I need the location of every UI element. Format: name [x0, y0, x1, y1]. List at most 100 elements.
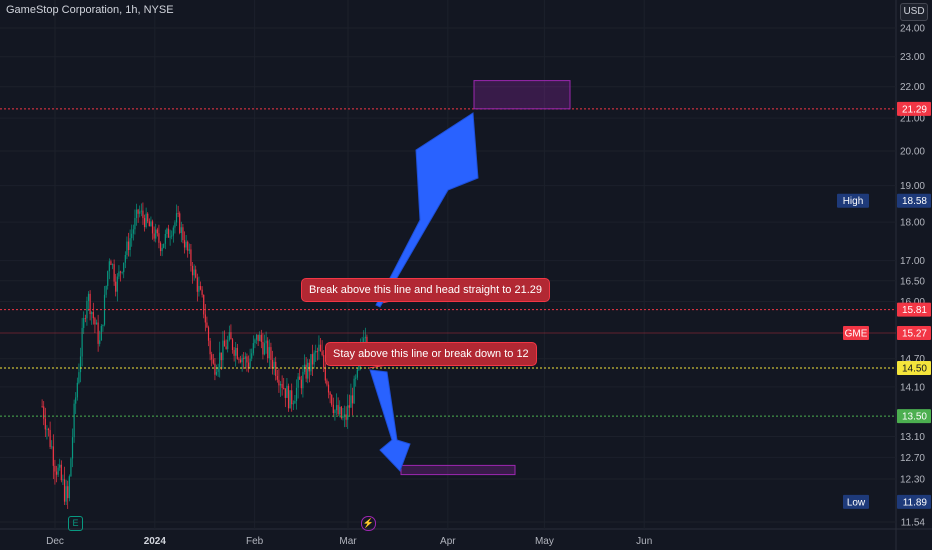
price-label-support-line[interactable]: 14.50: [897, 360, 931, 375]
time-tick-label: Apr: [440, 536, 456, 547]
price-tick-label: 12.70: [900, 453, 925, 464]
price-label-current[interactable]: GME 15.27: [843, 326, 931, 341]
candle-body: [286, 385, 288, 398]
currency-button[interactable]: USD: [900, 3, 928, 21]
candle-body: [139, 211, 141, 214]
candle-body: [289, 390, 291, 409]
price-tick-label: 12.30: [900, 474, 925, 485]
candle-body: [68, 476, 70, 499]
candle-body: [239, 359, 242, 363]
split-icon[interactable]: ⚡: [361, 516, 376, 531]
candle-body: [158, 233, 160, 243]
candle-body: [91, 312, 93, 315]
candle-body: [268, 347, 270, 359]
down-arrow[interactable]: [369, 369, 411, 472]
candle-body: [59, 464, 61, 468]
price-label-low[interactable]: Low 11.89: [843, 494, 931, 509]
candle-body: [332, 404, 334, 414]
candle-body: [279, 383, 282, 386]
candle-body: [55, 471, 58, 475]
candle-body: [334, 410, 336, 414]
candle-body: [294, 401, 296, 404]
candle-body: [227, 339, 229, 350]
upper-target-box[interactable]: [473, 80, 571, 110]
price-label-resistance-line[interactable]: 15.81: [897, 302, 931, 317]
candle-body: [99, 340, 101, 344]
candle-body: [60, 464, 62, 481]
price-label-value: 13.50: [902, 412, 927, 423]
candle-body: [78, 372, 80, 383]
candle-body: [171, 235, 173, 237]
price-label-tag: [843, 494, 869, 509]
candle-body: [257, 334, 259, 341]
candle-body: [79, 356, 82, 373]
candle-body: [86, 300, 88, 319]
price-tick-label: 24.00: [900, 24, 925, 35]
candle-body: [283, 387, 285, 389]
candle-body: [211, 354, 213, 360]
candle-body: [153, 233, 155, 239]
candle-body: [151, 221, 154, 234]
annotation-breakout[interactable]: Break above this line and head straight …: [301, 278, 550, 302]
candle-body: [108, 261, 110, 272]
lower-target-box[interactable]: [400, 464, 516, 476]
candle-body: [206, 322, 208, 328]
symbol-title[interactable]: GameStop Corporation, 1h, NYSE: [6, 4, 174, 16]
price-tick-label: 16.00: [900, 297, 925, 308]
candle-body: [52, 446, 54, 466]
candle-body: [174, 222, 176, 228]
candle-body: [291, 390, 293, 405]
candle-body: [275, 361, 277, 377]
candle-body: [262, 341, 264, 355]
candle-body: [305, 364, 307, 379]
time-tick-label: Jun: [636, 536, 652, 547]
candle-body: [252, 343, 254, 354]
candle-body: [366, 336, 368, 343]
price-label-high[interactable]: High 18.58: [837, 193, 931, 208]
candle-body: [169, 236, 171, 238]
candle-body: [299, 376, 301, 380]
candle-body: [244, 356, 246, 359]
candle-body: [94, 318, 96, 325]
candle-body: [51, 446, 53, 448]
candle-body: [353, 378, 355, 404]
candle-body: [363, 338, 365, 343]
candle-body: [300, 379, 302, 389]
candle-body: [67, 486, 69, 499]
candle-body: [131, 233, 133, 239]
price-label-box: [897, 360, 931, 375]
candle-body: [123, 262, 125, 273]
candle-body: [198, 286, 200, 292]
candle-body: [308, 362, 310, 372]
candle-body: [348, 405, 350, 408]
candle-body: [164, 233, 166, 244]
candle-body: [134, 217, 136, 230]
candle-body: [182, 227, 184, 241]
candle-body: [321, 351, 323, 356]
time-tick-label: Feb: [246, 536, 264, 547]
price-label-box: [897, 494, 931, 509]
candle-body: [345, 414, 347, 420]
candle-body: [339, 406, 341, 415]
candle-body: [241, 357, 243, 363]
candle-body: [57, 467, 59, 475]
time-tick-label: 2024: [144, 536, 167, 547]
time-tick-label: Dec: [46, 536, 64, 547]
candle-body: [315, 351, 317, 353]
candle-body: [76, 382, 78, 398]
price-label-target-line[interactable]: 21.29: [897, 101, 931, 116]
price-label-box: [897, 409, 931, 424]
price-tick-label: 19.00: [900, 181, 925, 192]
candle-body: [311, 354, 314, 365]
candle-body: [222, 340, 224, 361]
candle-body: [364, 336, 366, 339]
price-label-lower-line[interactable]: 13.50: [897, 409, 931, 424]
candle-body: [324, 367, 326, 381]
price-label-name: GME: [845, 329, 868, 340]
earnings-icon[interactable]: E: [68, 516, 83, 531]
annotation-support[interactable]: Stay above this line or break down to 12: [325, 342, 537, 366]
candle-body: [228, 332, 230, 340]
candle-body: [75, 397, 77, 404]
